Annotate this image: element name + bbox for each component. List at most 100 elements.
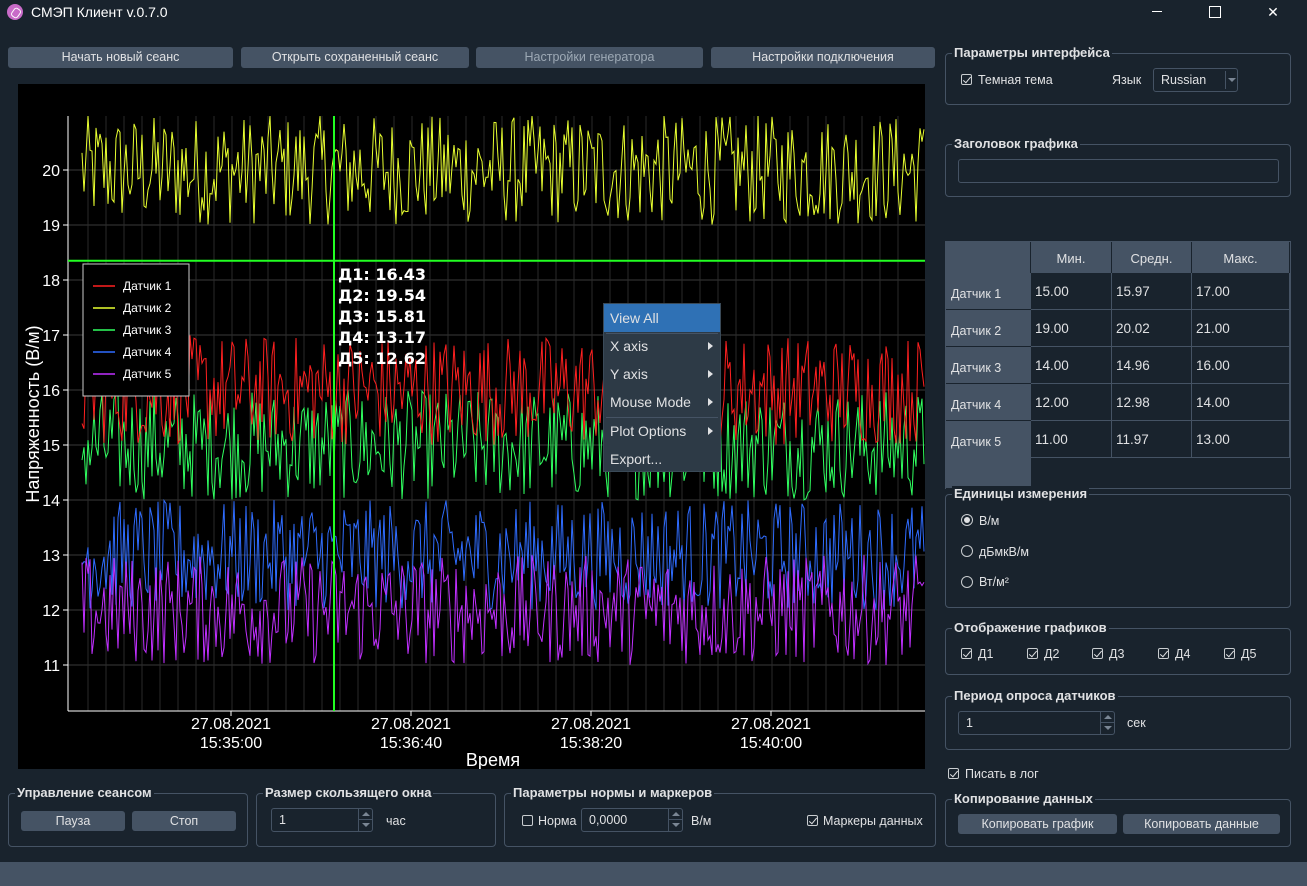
table-cell: 13.00	[1192, 421, 1290, 458]
connection-settings-button[interactable]: Настройки подключения	[711, 47, 935, 68]
write-log-checkbox[interactable]	[948, 768, 959, 779]
plot-axes	[67, 116, 925, 712]
write-log-label: Писать в лог	[965, 767, 1039, 781]
menu-item-plot-options[interactable]: Plot Options	[604, 417, 720, 445]
table-header-max: Макс.	[1192, 242, 1290, 273]
show-d5-checkbox[interactable]	[1224, 648, 1235, 659]
norm-value-spinbox[interactable]: 0,0000	[581, 808, 683, 832]
spin-down-icon[interactable]	[1100, 723, 1114, 734]
poll-period-group: Период опроса датчиков 1 сек	[945, 688, 1291, 750]
dark-theme-checkbox[interactable]	[961, 74, 972, 85]
units-group: Единицы измерения В/м дБмкВ/м Вт/м²	[945, 486, 1291, 608]
close-button[interactable]: ✕	[1267, 4, 1279, 20]
pause-button[interactable]: Пауза	[21, 811, 125, 831]
series-line-2	[81, 115, 925, 225]
show-d2-checkbox[interactable]	[1027, 648, 1038, 659]
chart-title-group: Заголовок графика	[945, 136, 1291, 197]
x-tick-time: 15:35:00	[200, 735, 262, 752]
open-session-button[interactable]: Открыть сохраненный сеанс	[241, 47, 469, 68]
menu-separator	[606, 333, 718, 334]
y-tick-label: 11	[43, 658, 60, 675]
spin-down-icon[interactable]	[668, 820, 682, 831]
y-tick-label: 14	[42, 493, 60, 510]
table-row-header: Датчик 4	[946, 384, 1031, 421]
table-cell: 17.00	[1192, 273, 1290, 310]
plot-canvas[interactable]: Датчик 1 Датчик 2 Датчик 3 Датчик 4 Датчик 5…	[18, 84, 925, 769]
table-corner	[946, 242, 1031, 273]
language-select[interactable]: Russian	[1153, 68, 1238, 92]
units-title: Единицы измерения	[952, 486, 1090, 501]
menu-item-mouse-mode[interactable]: Mouse Mode	[604, 388, 720, 416]
maximize-button[interactable]	[1186, 0, 1244, 24]
unit-radio-wm2[interactable]	[961, 576, 973, 588]
spin-up-icon[interactable]	[358, 809, 372, 820]
menu-item-x-axis[interactable]: X axis	[604, 332, 720, 360]
series-line-1	[81, 335, 925, 445]
poll-period-spinbox[interactable]: 1	[958, 711, 1115, 735]
copy-data-group: Копирование данных Копировать график Коп…	[945, 791, 1291, 847]
series-line-4	[81, 498, 925, 611]
new-session-button[interactable]: Начать новый сеанс	[8, 47, 233, 68]
readout-value: Д2: 19.54	[338, 286, 426, 305]
table-header-min: Мин.	[1031, 242, 1112, 273]
plot-legend: Датчик 1 Датчик 2 Датчик 3 Датчик 4 Датчик 5	[82, 263, 190, 397]
cursor-readout: Д1: 16.43 Д2: 19.54 Д3: 15.81 Д4: 13.17 Д5: …	[338, 265, 426, 368]
status-bar	[0, 862, 1307, 886]
minimize-button[interactable]	[1128, 0, 1186, 24]
window-title: СМЭП Клиент v.0.7.0	[31, 4, 168, 20]
norm-checkbox[interactable]	[522, 815, 533, 826]
menu-separator	[606, 417, 718, 418]
submenu-arrow-icon	[708, 427, 713, 435]
table-cell: 19.00	[1031, 310, 1112, 347]
show-d3-checkbox[interactable]	[1092, 648, 1103, 659]
plot-area[interactable]: Датчик 1 Датчик 2 Датчик 3 Датчик 4 Датчик 5…	[18, 84, 925, 769]
legend-label: Датчик 5	[123, 367, 172, 381]
display-graphs-title: Отображение графиков	[952, 620, 1109, 635]
plot-ticks: 20 19 18 17 16 15 14 13 12 11 27.08.2021 15:35:00 27…	[42, 163, 811, 752]
norm-label: Норма	[538, 814, 577, 828]
window-size-spinbox[interactable]: 1	[271, 808, 373, 832]
show-d1-checkbox[interactable]	[961, 648, 972, 659]
spin-up-icon[interactable]	[1100, 712, 1114, 723]
unit-radio-dbuvm[interactable]	[961, 545, 973, 557]
language-label: Язык	[1112, 73, 1142, 87]
legend-label: Датчик 1	[123, 279, 172, 293]
spin-up-icon[interactable]	[668, 809, 682, 820]
unit-radio-vm[interactable]	[961, 514, 973, 526]
copy-data-title: Копирование данных	[952, 791, 1095, 806]
stop-button[interactable]: Стоп	[132, 811, 236, 831]
chart-title-input[interactable]	[958, 159, 1279, 183]
x-tick-time: 15:36:40	[380, 735, 442, 752]
table-row-header: Датчик 1	[946, 273, 1031, 310]
generator-settings-button[interactable]: Настройки генератора	[476, 47, 703, 68]
menu-item-y-axis[interactable]: Y axis	[604, 360, 720, 388]
copy-chart-button[interactable]: Копировать график	[958, 814, 1117, 834]
spin-down-icon[interactable]	[358, 820, 372, 831]
y-tick-label: 16	[42, 383, 60, 400]
poll-period-value: 1	[966, 716, 973, 730]
table-cell: 11.97	[1112, 421, 1192, 458]
copy-data-button[interactable]: Копировать данные	[1123, 814, 1280, 834]
context-menu: View All X axis Y axis Mouse Mode Plot O…	[603, 303, 721, 472]
table-cell: 11.00	[1031, 421, 1112, 458]
language-value: Russian	[1161, 73, 1207, 87]
x-tick-date: 27.08.2021	[731, 716, 811, 733]
menu-item-view-all[interactable]: View All	[604, 304, 720, 332]
menu-item-export[interactable]: Export...	[610, 451, 663, 467]
stats-table: Мин. Средн. Макс. Датчик 1 Датчик 2 Датч…	[945, 241, 1291, 489]
chart-title-group-title: Заголовок графика	[952, 136, 1080, 151]
window-size-group: Размер скользящего окна 1 час	[256, 785, 496, 847]
y-tick-label: 13	[42, 548, 60, 565]
legend-label: Датчик 2	[123, 301, 172, 315]
app-icon	[7, 4, 23, 20]
session-control-group: Управление сеансом Пауза Стоп	[8, 785, 248, 847]
window-size-title: Размер скользящего окна	[263, 785, 434, 800]
y-tick-label: 15	[42, 438, 60, 455]
show-d5-label: Д5	[1241, 647, 1257, 661]
title-bar: СМЭП Клиент v.0.7.0 ✕	[0, 0, 1307, 24]
show-d4-checkbox[interactable]	[1158, 648, 1169, 659]
poll-period-title: Период опроса датчиков	[952, 688, 1118, 703]
window-size-unit: час	[386, 814, 406, 828]
interface-params-group: Параметры интерфейса Темная тема Язык Ru…	[945, 45, 1291, 105]
data-markers-checkbox[interactable]	[807, 815, 818, 826]
